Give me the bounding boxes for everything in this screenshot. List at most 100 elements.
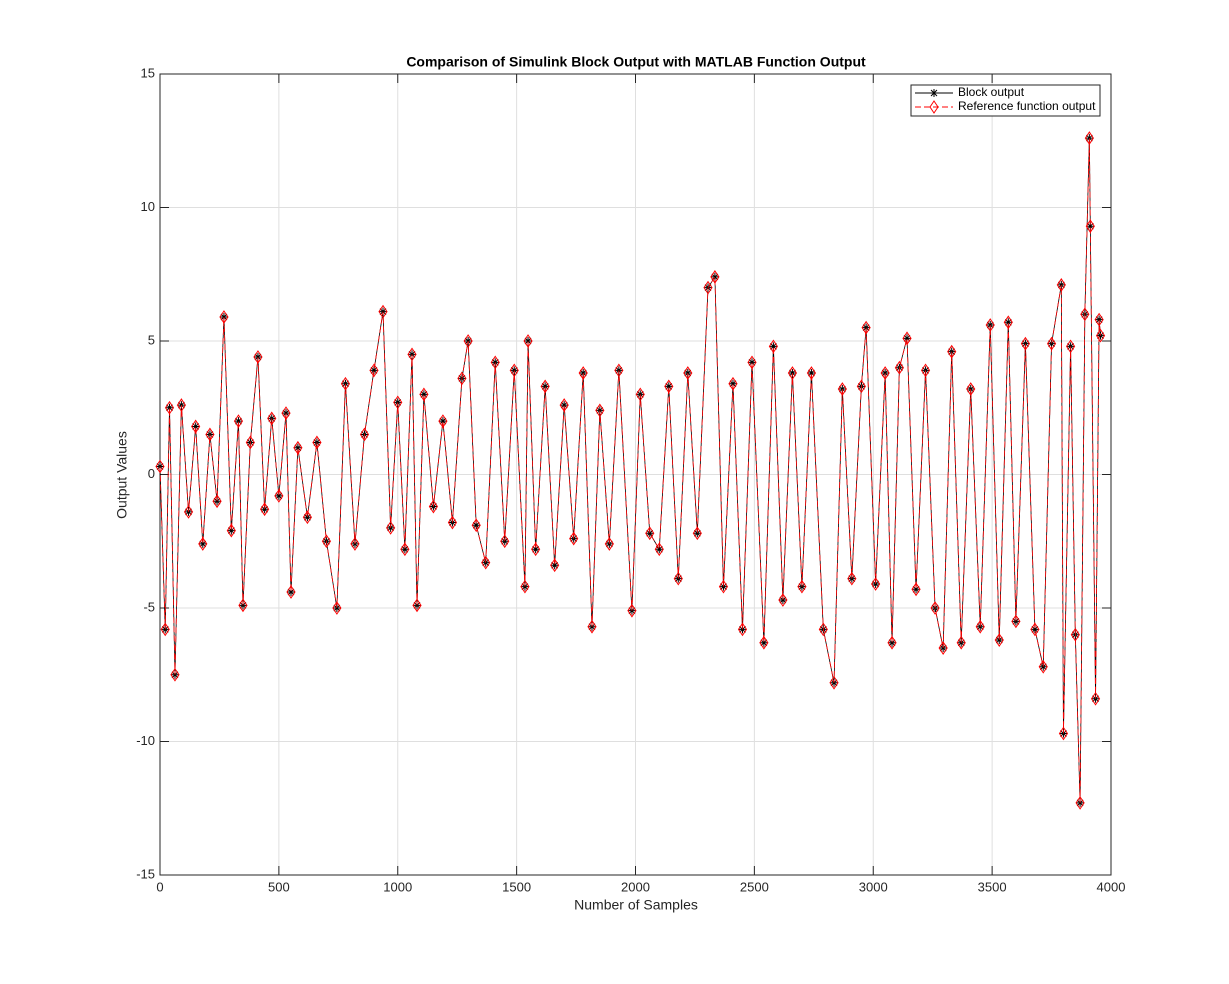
data-point (728, 376, 738, 391)
legend-label: Reference function output (958, 99, 1096, 113)
data-point (1003, 315, 1013, 330)
data-point (303, 513, 312, 522)
legend-marker (929, 100, 939, 114)
data-point (1085, 219, 1095, 234)
data-point (837, 382, 847, 396)
data-point (531, 545, 540, 554)
data-point (393, 395, 403, 410)
data-point (233, 414, 244, 429)
data-point (947, 344, 957, 359)
data-point (1004, 318, 1013, 327)
data-point (523, 334, 533, 348)
data-point (369, 363, 379, 378)
data-point (818, 622, 828, 637)
data-point (302, 510, 313, 525)
data-point (1080, 307, 1090, 322)
series-line (159, 138, 1101, 803)
data-point (888, 638, 897, 647)
data-point (155, 459, 165, 474)
data-point (747, 358, 756, 367)
data-point (938, 641, 948, 655)
x-tick-label: 1500 (502, 879, 531, 894)
data-point (894, 360, 905, 375)
data-point (332, 601, 342, 615)
legend-label: Block output (958, 85, 1025, 99)
data-point (912, 585, 921, 594)
data-point (287, 587, 295, 596)
data-point (718, 579, 729, 594)
data-point (212, 494, 222, 509)
data-point (509, 363, 519, 378)
data-point (604, 537, 614, 551)
data-point (887, 635, 897, 650)
data-point (728, 379, 737, 388)
data-point (627, 603, 637, 618)
data-point (787, 366, 798, 380)
data-point (205, 427, 215, 442)
data-point (198, 537, 208, 551)
data-point (975, 619, 985, 634)
legend-box (910, 84, 1101, 117)
data-point (664, 379, 674, 394)
data-point (829, 675, 839, 690)
data-point (806, 366, 817, 380)
data-point (541, 382, 550, 391)
data-point (219, 310, 229, 324)
data-point (693, 529, 702, 538)
y-tick-label: -10 (136, 733, 155, 748)
data-point (635, 387, 645, 402)
data-point (191, 422, 200, 431)
data-point (930, 601, 940, 615)
data-point (293, 440, 303, 455)
data-point (1020, 336, 1031, 351)
data-point (438, 417, 447, 426)
y-tick-label: 10 (141, 199, 155, 214)
data-point (737, 622, 748, 637)
data-point (880, 366, 890, 380)
data-point (985, 318, 995, 332)
data-point (956, 635, 966, 650)
data-point (321, 534, 332, 549)
data-point (683, 366, 693, 380)
data-point (500, 534, 510, 549)
data-point (1075, 796, 1085, 810)
data-point (428, 499, 439, 514)
data-point (253, 350, 263, 364)
data-point (293, 443, 302, 452)
x-tick-label: 2500 (740, 879, 769, 894)
data-point (378, 304, 388, 319)
y-tick-label: -5 (143, 599, 155, 614)
x-tick-label: 4000 (1097, 879, 1126, 894)
data-point (550, 558, 560, 573)
data-point (260, 502, 270, 517)
data-point (1096, 331, 1105, 340)
data-point (386, 520, 396, 535)
data-point (920, 363, 931, 378)
data-point (286, 585, 296, 599)
x-tick-label: 2000 (621, 879, 650, 894)
data-point (281, 406, 291, 420)
y-axis-label: Output Values (114, 431, 130, 519)
data-point (164, 400, 175, 415)
data-point (807, 369, 816, 378)
data-point (1056, 278, 1066, 292)
data-point (267, 411, 277, 426)
data-point (645, 529, 654, 538)
data-point (400, 545, 409, 554)
data-point (340, 376, 351, 391)
data-point (703, 280, 713, 295)
data-point (569, 531, 579, 546)
data-point (559, 398, 569, 412)
data-point (856, 379, 866, 394)
data-point (1038, 659, 1048, 674)
data-point (1065, 339, 1076, 354)
data-point (994, 633, 1004, 647)
data-point (673, 571, 683, 586)
data-point (1094, 312, 1104, 327)
data-point (165, 403, 174, 412)
data-point (759, 635, 769, 650)
data-point (191, 419, 201, 434)
data-point (481, 555, 491, 570)
